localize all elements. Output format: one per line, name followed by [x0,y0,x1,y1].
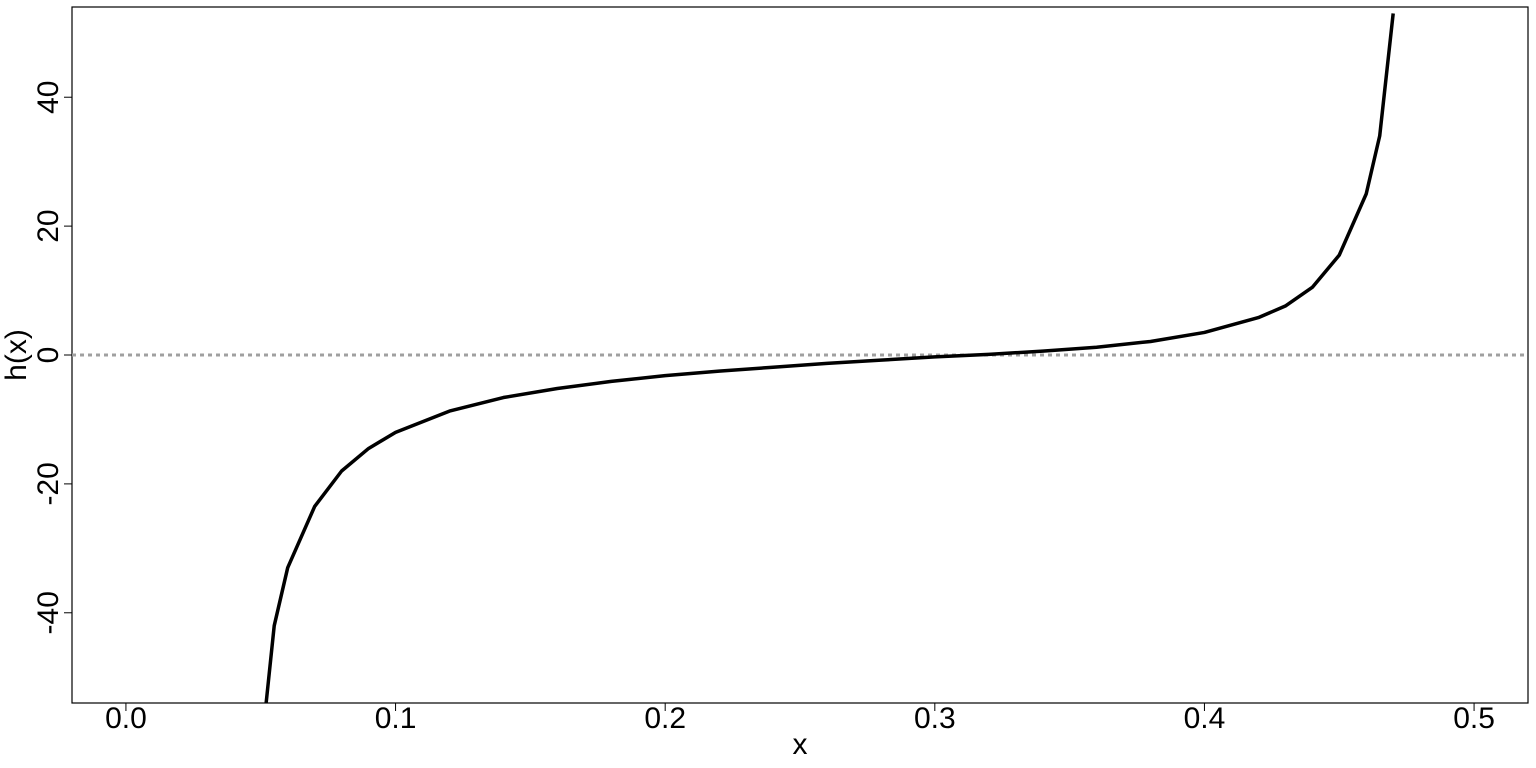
y-axis-label: h(x) [0,329,33,381]
x-tick-label: 0.2 [644,702,686,735]
data-line [264,13,1395,703]
y-tick-label: 40 [32,81,65,114]
x-tick-label: 0.3 [914,702,956,735]
y-tick-label: 20 [32,209,65,242]
x-tick-label: 0.0 [105,702,147,735]
y-tick-label: -20 [32,462,65,505]
y-tick-label: 0 [32,347,65,364]
x-axis-label: x [793,728,808,761]
y-tick-label: -40 [32,591,65,634]
x-tick-label: 0.4 [1184,702,1226,735]
x-tick-label: 0.1 [375,702,417,735]
x-tick-label: 0.5 [1453,702,1495,735]
